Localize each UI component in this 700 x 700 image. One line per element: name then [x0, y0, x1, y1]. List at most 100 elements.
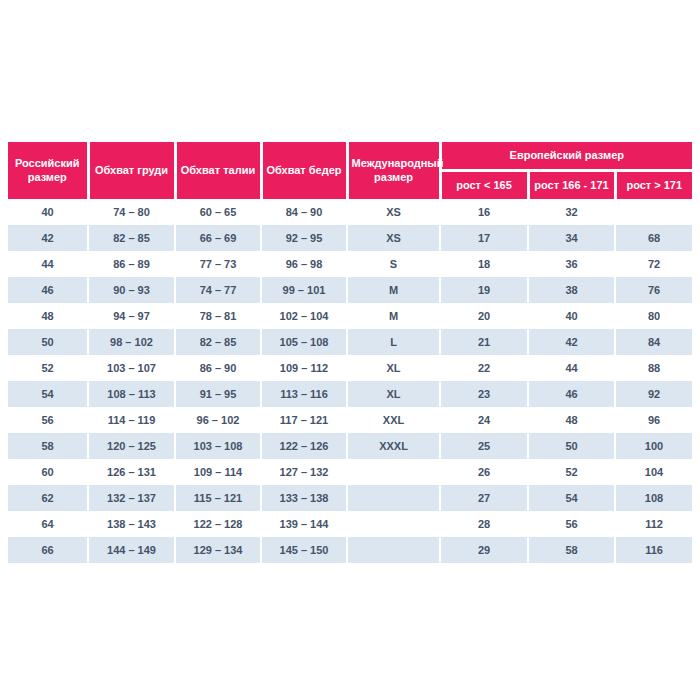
table-cell: 117 – 121 — [261, 407, 347, 433]
table-cell: XXL — [347, 407, 440, 433]
table-cell: 18 — [440, 251, 528, 277]
table-cell: 19 — [440, 277, 528, 303]
table-cell: 36 — [528, 251, 615, 277]
table-cell: 29 — [440, 537, 528, 563]
table-cell: XL — [347, 381, 440, 407]
table-cell: 74 – 77 — [175, 277, 261, 303]
table-cell: 22 — [440, 355, 528, 381]
table-cell: 20 — [440, 303, 528, 329]
table-row: 54108 – 11391 – 95113 – 116XL234692 — [8, 381, 692, 407]
table-cell: 40 — [528, 303, 615, 329]
table-cell — [347, 459, 440, 485]
table-row: 4894 – 9778 – 81102 – 104M204080 — [8, 303, 692, 329]
table-cell: 32 — [528, 199, 615, 225]
table-cell: 42 — [8, 225, 88, 251]
table-cell: 21 — [440, 329, 528, 355]
table-cell: 103 – 108 — [175, 433, 261, 459]
table-cell: 113 – 116 — [261, 381, 347, 407]
table-row: 62132 – 137115 – 121133 – 138 2754108 — [8, 485, 692, 511]
table-row: 4074 – 8060 – 6584 – 90XS1632 — [8, 199, 692, 225]
table-cell: 56 — [8, 407, 88, 433]
table-cell: XS — [347, 225, 440, 251]
table-cell: 76 — [615, 277, 692, 303]
table-cell: 50 — [8, 329, 88, 355]
table-row: 52103 – 10786 – 90109 – 112XL224488 — [8, 355, 692, 381]
table-body: 4074 – 8060 – 6584 – 90XS16324282 – 8566… — [8, 199, 692, 563]
table-cell: 94 – 97 — [88, 303, 175, 329]
table-cell: 103 – 107 — [88, 355, 175, 381]
table-cell: 64 — [8, 511, 88, 537]
table-row: 60126 – 131109 – 114127 – 1322652104 — [8, 459, 692, 485]
table-cell: 54 — [8, 381, 88, 407]
table-cell: M — [347, 303, 440, 329]
table-cell: 25 — [440, 433, 528, 459]
col-header-chest: Обхват груди — [88, 142, 175, 199]
col-header-hips: Обхват бедер — [261, 142, 347, 199]
col-header-international-size: Международный размер — [347, 142, 440, 199]
col-header-height-lt-165: рост < 165 — [440, 171, 528, 200]
table-cell — [615, 199, 692, 225]
table-cell: 108 – 113 — [88, 381, 175, 407]
table-cell: L — [347, 329, 440, 355]
table-cell: 58 — [528, 537, 615, 563]
table-cell: 84 — [615, 329, 692, 355]
table-cell: 116 — [615, 537, 692, 563]
table-cell: 109 – 114 — [175, 459, 261, 485]
table-cell: 96 — [615, 407, 692, 433]
table-row: 64138 – 143122 – 128139 – 1442856112 — [8, 511, 692, 537]
table-cell: 91 – 95 — [175, 381, 261, 407]
table-cell: 129 – 134 — [175, 537, 261, 563]
table-cell: 58 — [8, 433, 88, 459]
table-cell: 48 — [8, 303, 88, 329]
table-cell: 100 — [615, 433, 692, 459]
table-cell: 28 — [440, 511, 528, 537]
table-header: Российский размер Обхват груди Обхват та… — [8, 142, 692, 199]
table-cell: 54 — [528, 485, 615, 511]
table-cell: 126 – 131 — [88, 459, 175, 485]
table-cell: 92 — [615, 381, 692, 407]
size-chart-table: Российский размер Обхват груди Обхват та… — [8, 142, 692, 563]
table-cell: 66 – 69 — [175, 225, 261, 251]
table-cell: 60 — [8, 459, 88, 485]
col-header-waist: Обхват талии — [175, 142, 261, 199]
table-row: 4690 – 9374 – 7799 – 101M193876 — [8, 277, 692, 303]
table-cell: 44 — [8, 251, 88, 277]
table-cell: 42 — [528, 329, 615, 355]
table-cell: XL — [347, 355, 440, 381]
table-cell: 46 — [8, 277, 88, 303]
table-cell: 66 — [8, 537, 88, 563]
table-cell: 122 – 128 — [175, 511, 261, 537]
table-cell — [347, 511, 440, 537]
table-cell: 82 – 85 — [175, 329, 261, 355]
table-cell: 86 – 89 — [88, 251, 175, 277]
table-cell: 108 — [615, 485, 692, 511]
table-cell: 46 — [528, 381, 615, 407]
table-cell: 40 — [8, 199, 88, 225]
table-cell: 16 — [440, 199, 528, 225]
table-cell: M — [347, 277, 440, 303]
table-cell: 104 — [615, 459, 692, 485]
col-header-height-gt-171: рост > 171 — [615, 171, 692, 200]
table-cell: 78 – 81 — [175, 303, 261, 329]
table-cell: 112 — [615, 511, 692, 537]
table-cell: S — [347, 251, 440, 277]
col-header-russian-size: Российский размер — [8, 142, 88, 199]
table-cell — [347, 537, 440, 563]
table-cell: 38 — [528, 277, 615, 303]
table-cell: 34 — [528, 225, 615, 251]
table-cell: 84 – 90 — [261, 199, 347, 225]
table-cell: 27 — [440, 485, 528, 511]
table-cell: 44 — [528, 355, 615, 381]
table-cell: 115 – 121 — [175, 485, 261, 511]
table-cell: 132 – 137 — [88, 485, 175, 511]
table-cell: 50 — [528, 433, 615, 459]
table-cell: 92 – 95 — [261, 225, 347, 251]
table-cell: 133 – 138 — [261, 485, 347, 511]
table-row: 5098 – 10282 – 85105 – 108L214284 — [8, 329, 692, 355]
table-cell: 90 – 93 — [88, 277, 175, 303]
table-cell: 68 — [615, 225, 692, 251]
table-cell: XS — [347, 199, 440, 225]
table-cell: 62 — [8, 485, 88, 511]
table-row: 58120 – 125103 – 108122 – 126XXXL2550100 — [8, 433, 692, 459]
table-cell: 98 – 102 — [88, 329, 175, 355]
